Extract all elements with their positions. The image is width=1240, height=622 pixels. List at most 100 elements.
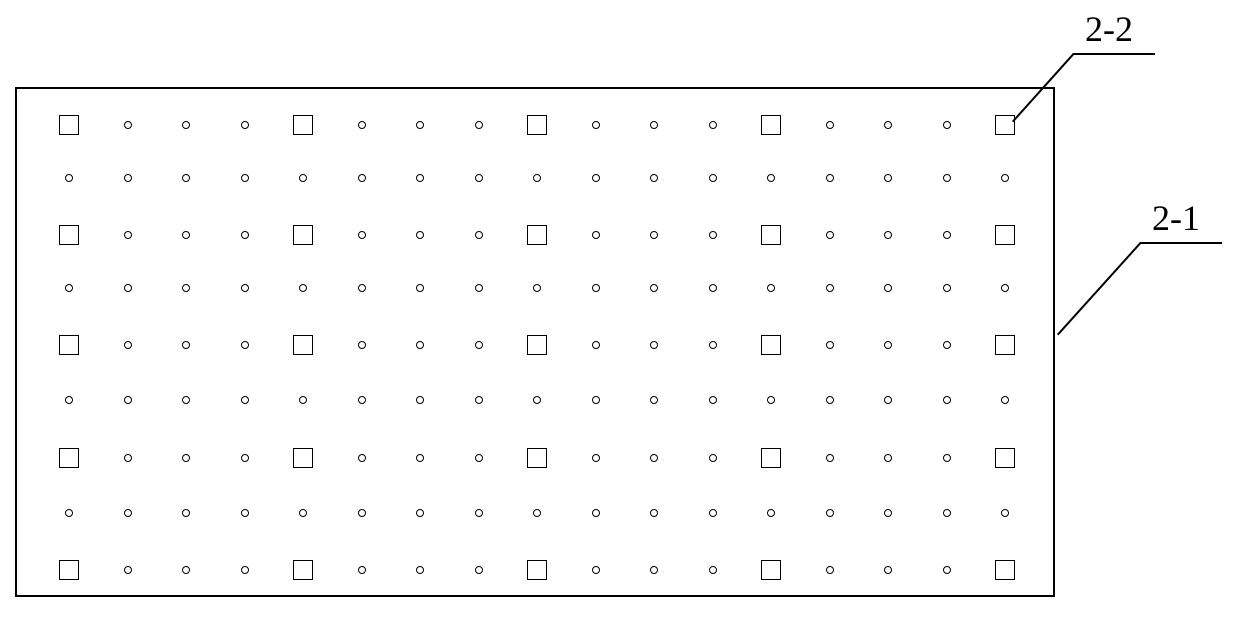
- circle-marker: [241, 454, 249, 462]
- circle-marker: [124, 231, 132, 239]
- circle-marker: [592, 566, 600, 574]
- circle-marker: [1001, 174, 1009, 182]
- circle-marker: [709, 396, 717, 404]
- circle-marker: [299, 396, 307, 404]
- square-marker: [59, 560, 79, 580]
- square-marker: [995, 335, 1015, 355]
- circle-marker: [124, 454, 132, 462]
- circle-marker: [826, 174, 834, 182]
- circle-marker: [182, 231, 190, 239]
- callout-22-label: 2-2: [1085, 8, 1133, 50]
- circle-marker: [241, 396, 249, 404]
- circle-marker: [475, 341, 483, 349]
- circle-marker: [416, 174, 424, 182]
- circle-marker: [826, 231, 834, 239]
- square-marker: [527, 335, 547, 355]
- circle-marker: [709, 454, 717, 462]
- circle-marker: [943, 174, 951, 182]
- circle-marker: [182, 174, 190, 182]
- circle-marker: [533, 284, 541, 292]
- circle-marker: [650, 231, 658, 239]
- square-marker: [995, 560, 1015, 580]
- circle-marker: [650, 121, 658, 129]
- circle-marker: [884, 174, 892, 182]
- circle-marker: [592, 396, 600, 404]
- square-marker: [527, 225, 547, 245]
- circle-marker: [650, 174, 658, 182]
- circle-marker: [767, 396, 775, 404]
- circle-marker: [182, 454, 190, 462]
- circle-marker: [475, 284, 483, 292]
- circle-marker: [416, 231, 424, 239]
- circle-marker: [475, 454, 483, 462]
- circle-marker: [182, 396, 190, 404]
- circle-marker: [650, 454, 658, 462]
- circle-marker: [650, 509, 658, 517]
- circle-marker: [709, 284, 717, 292]
- circle-marker: [416, 396, 424, 404]
- circle-marker: [182, 121, 190, 129]
- square-marker: [59, 335, 79, 355]
- square-marker: [59, 448, 79, 468]
- circle-marker: [124, 566, 132, 574]
- circle-marker: [65, 509, 73, 517]
- circle-marker: [358, 454, 366, 462]
- circle-marker: [650, 566, 658, 574]
- circle-marker: [124, 121, 132, 129]
- circle-marker: [416, 509, 424, 517]
- circle-marker: [884, 509, 892, 517]
- circle-marker: [592, 231, 600, 239]
- circle-marker: [884, 341, 892, 349]
- circle-marker: [358, 566, 366, 574]
- circle-marker: [943, 509, 951, 517]
- callout-21-leader-h: [1140, 242, 1222, 244]
- circle-marker: [124, 284, 132, 292]
- circle-marker: [358, 231, 366, 239]
- circle-marker: [475, 509, 483, 517]
- circle-marker: [241, 231, 249, 239]
- square-marker: [293, 448, 313, 468]
- circle-marker: [358, 121, 366, 129]
- square-marker: [293, 335, 313, 355]
- circle-marker: [884, 284, 892, 292]
- circle-marker: [182, 566, 190, 574]
- circle-marker: [358, 396, 366, 404]
- circle-marker: [416, 121, 424, 129]
- circle-marker: [65, 396, 73, 404]
- circle-marker: [709, 174, 717, 182]
- circle-marker: [650, 284, 658, 292]
- circle-marker: [943, 231, 951, 239]
- circle-marker: [1001, 284, 1009, 292]
- circle-marker: [884, 454, 892, 462]
- square-marker: [761, 225, 781, 245]
- circle-marker: [826, 454, 834, 462]
- circle-marker: [943, 121, 951, 129]
- callout-21-leader-d: [1057, 242, 1141, 335]
- circle-marker: [709, 231, 717, 239]
- circle-marker: [767, 284, 775, 292]
- circle-marker: [592, 341, 600, 349]
- circle-marker: [241, 174, 249, 182]
- circle-marker: [592, 284, 600, 292]
- circle-marker: [592, 174, 600, 182]
- square-marker: [995, 448, 1015, 468]
- circle-marker: [943, 341, 951, 349]
- circle-marker: [943, 454, 951, 462]
- circle-marker: [65, 174, 73, 182]
- circle-marker: [182, 509, 190, 517]
- square-marker: [59, 225, 79, 245]
- circle-marker: [826, 396, 834, 404]
- square-marker: [761, 335, 781, 355]
- circle-marker: [826, 284, 834, 292]
- circle-marker: [943, 566, 951, 574]
- square-marker: [527, 560, 547, 580]
- circle-marker: [533, 396, 541, 404]
- circle-marker: [475, 174, 483, 182]
- circle-marker: [299, 284, 307, 292]
- circle-marker: [241, 121, 249, 129]
- circle-marker: [475, 396, 483, 404]
- circle-marker: [358, 509, 366, 517]
- circle-marker: [124, 509, 132, 517]
- circle-marker: [826, 566, 834, 574]
- circle-marker: [709, 509, 717, 517]
